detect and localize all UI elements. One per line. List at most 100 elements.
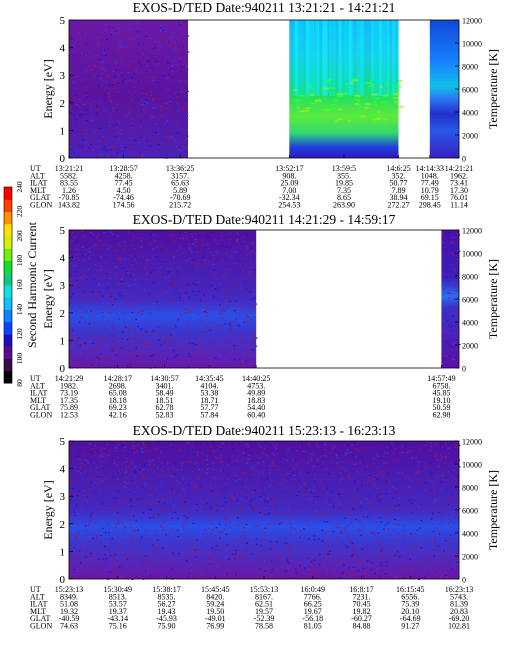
noise-speck [206,342,208,344]
noise-speck [160,480,162,482]
noise-speck [150,334,152,337]
noise-speck [236,240,239,242]
noise-speck [117,103,119,105]
noise-speck [151,543,153,545]
colorbar-cell [4,272,12,286]
noise-speck [146,60,149,62]
noise-speck [319,455,322,457]
noise-speck [92,350,94,352]
noise-speck [374,482,377,484]
spectrogram-segment [69,20,188,158]
noise-speck [107,48,109,50]
noise-speck [112,517,115,520]
noise-speck [136,22,138,24]
noise-speck [423,445,425,447]
noise-speck [194,552,197,555]
noise-speck [389,557,392,559]
noise-speck [354,487,356,489]
noise-speck [135,344,138,347]
noise-speck [129,268,132,270]
noise-speck [103,458,105,460]
noise-speck [328,474,331,476]
noise-speck [134,300,136,302]
noise-speck [220,461,223,463]
noise-speck [115,33,117,35]
noise-speck [436,459,439,461]
noise-speck [172,552,174,554]
noise-speck [261,452,264,454]
noise-speck [198,518,200,520]
noise-speck [379,517,382,519]
noise-speck [192,243,194,245]
noise-speck [90,519,92,521]
noise-speck [414,503,416,505]
noise-speck [207,557,209,559]
noise-speck [134,337,136,339]
noise-speck [396,551,399,553]
noise-speck [170,546,172,548]
plasma-streak [387,20,390,96]
noise-speck [352,507,355,509]
noise-speck [102,517,105,519]
plasma-patch [371,121,376,124]
noise-speck [128,343,130,345]
noise-speck [232,556,235,558]
noise-speck [116,350,119,352]
noise-speck [172,234,174,236]
noise-speck [349,523,351,526]
noise-speck [182,510,184,512]
plasma-patch [334,99,338,102]
noise-speck [174,280,177,282]
noise-speck [257,536,259,538]
noise-speck [137,121,140,123]
noise-speck [209,296,211,298]
noise-speck [84,71,86,73]
noise-speck [427,466,430,468]
noise-speck [373,477,376,479]
noise-speck [170,283,173,285]
noise-speck [94,264,96,266]
noise-speck [380,549,383,552]
noise-speck [100,483,102,485]
noise-speck [117,365,119,367]
table-cell: 17.30 [450,186,468,195]
noise-speck [111,325,113,327]
noise-speck [200,506,202,508]
noise-speck [284,479,287,481]
noise-speck [202,256,205,258]
noise-speck [210,442,213,444]
noise-speck [151,547,153,549]
noise-speck [223,318,225,320]
noise-speck [250,247,252,249]
noise-speck [101,128,103,130]
noise-speck [355,505,357,507]
noise-speck [247,316,249,318]
noise-speck [161,89,163,91]
noise-speck [113,486,115,488]
noise-speck [179,285,182,287]
plasma-patch [310,93,315,96]
noise-speck [452,259,455,261]
noise-speck [124,146,127,148]
noise-speck [414,546,416,548]
noise-speck [408,514,411,516]
noise-speck [205,294,207,296]
noise-speck [352,566,355,568]
noise-speck [387,535,389,537]
noise-speck [104,458,107,460]
noise-speck [148,336,150,338]
noise-speck [326,487,329,489]
noise-speck [118,318,120,320]
noise-speck [448,447,450,449]
noise-speck [185,311,187,313]
noise-speck [133,510,136,512]
noise-speck [116,563,118,565]
noise-speck [310,460,313,462]
noise-speck [307,442,309,444]
noise-speck [103,453,105,455]
noise-speck [173,60,175,62]
noise-speck [155,355,157,357]
noise-speck [344,517,346,519]
noise-speck [206,299,208,301]
noise-speck [110,564,113,566]
